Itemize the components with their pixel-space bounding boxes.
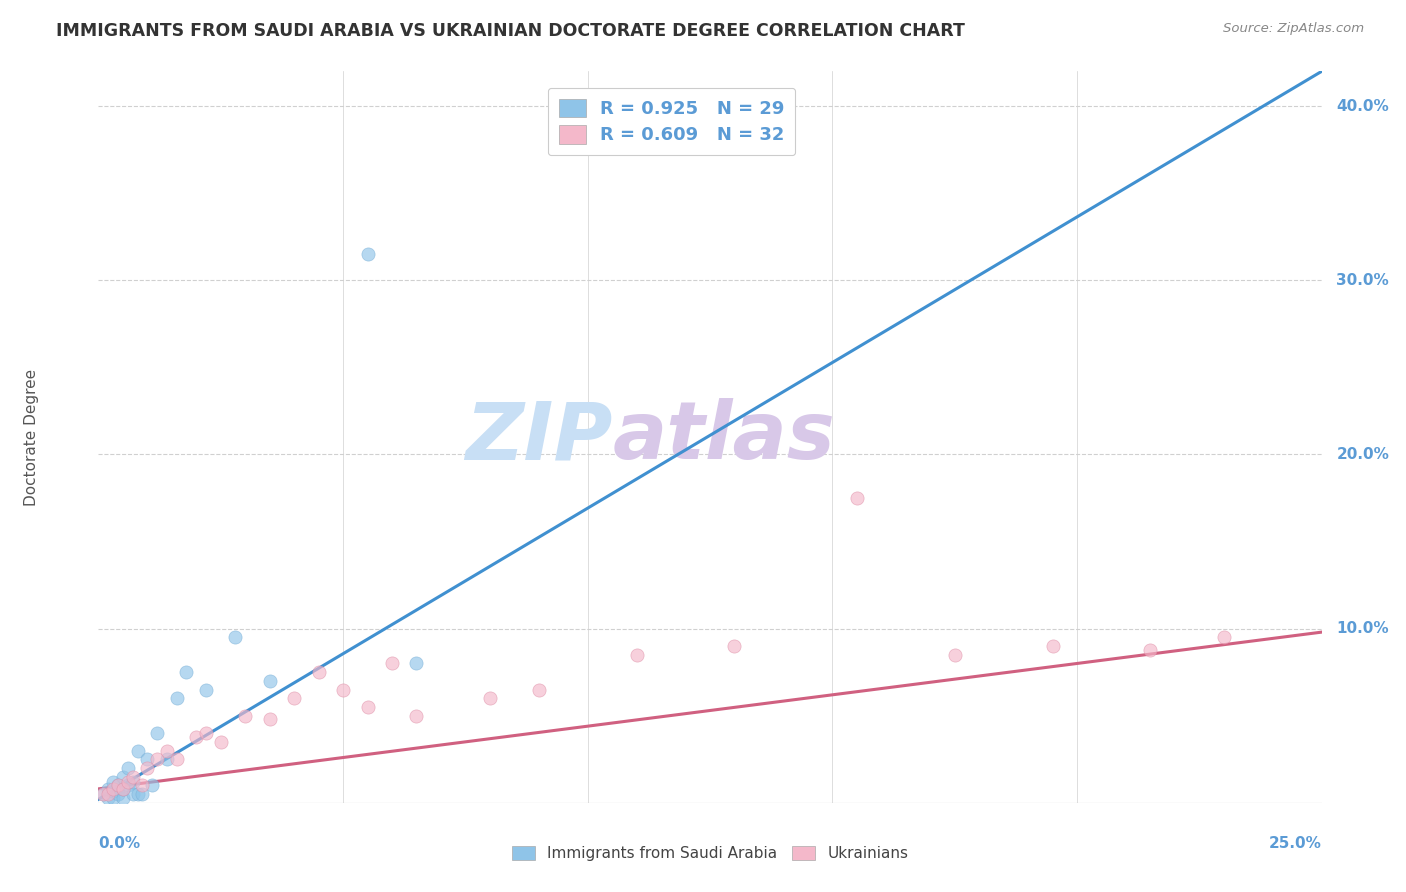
Point xyxy=(405,708,427,723)
Point xyxy=(117,775,139,789)
Point xyxy=(1212,631,1234,645)
Point xyxy=(156,743,179,757)
Point xyxy=(97,787,120,801)
Point xyxy=(146,752,169,766)
Point xyxy=(107,778,129,792)
Point xyxy=(527,682,550,697)
Point xyxy=(117,761,139,775)
Point xyxy=(107,787,129,801)
Point xyxy=(1139,642,1161,657)
Point xyxy=(166,691,188,706)
Point xyxy=(131,778,153,792)
Point xyxy=(91,787,114,801)
Point xyxy=(626,648,648,662)
Point xyxy=(308,665,330,680)
Point xyxy=(943,648,966,662)
Point xyxy=(136,752,159,766)
Point xyxy=(381,657,404,671)
Point xyxy=(127,743,149,757)
Point xyxy=(405,657,427,671)
Point xyxy=(111,770,134,784)
Text: 0.0%: 0.0% xyxy=(98,836,141,851)
Text: Doctorate Degree: Doctorate Degree xyxy=(24,368,38,506)
Text: Source: ZipAtlas.com: Source: ZipAtlas.com xyxy=(1223,22,1364,36)
Point xyxy=(117,778,139,792)
Text: 30.0%: 30.0% xyxy=(1336,273,1389,288)
Point xyxy=(101,790,124,805)
Point xyxy=(101,775,124,789)
Point xyxy=(283,691,305,706)
Point xyxy=(121,770,143,784)
Point xyxy=(121,775,143,789)
Point xyxy=(233,708,256,723)
Point xyxy=(107,778,129,792)
Point xyxy=(332,682,354,697)
Text: ZIP: ZIP xyxy=(465,398,612,476)
Point xyxy=(131,787,153,801)
Point xyxy=(146,726,169,740)
Point xyxy=(136,761,159,775)
Point xyxy=(186,730,208,744)
Point xyxy=(141,778,163,792)
Point xyxy=(111,781,134,796)
Point xyxy=(209,735,232,749)
Point xyxy=(127,787,149,801)
Point xyxy=(121,787,143,801)
Point xyxy=(195,682,218,697)
Point xyxy=(166,752,188,766)
Text: 10.0%: 10.0% xyxy=(1336,621,1389,636)
Point xyxy=(111,781,134,796)
Point xyxy=(156,752,179,766)
Point xyxy=(259,712,281,726)
Point xyxy=(195,726,218,740)
Text: 25.0%: 25.0% xyxy=(1268,836,1322,851)
Point xyxy=(91,787,114,801)
Point xyxy=(356,700,378,714)
Text: 20.0%: 20.0% xyxy=(1336,447,1389,462)
Text: 40.0%: 40.0% xyxy=(1336,99,1389,113)
Point xyxy=(111,790,134,805)
Point xyxy=(224,631,246,645)
Point xyxy=(723,639,745,653)
Point xyxy=(101,783,124,797)
Point xyxy=(101,781,124,796)
Text: atlas: atlas xyxy=(612,398,835,476)
Point xyxy=(845,491,868,505)
Text: IMMIGRANTS FROM SAUDI ARABIA VS UKRAINIAN DOCTORATE DEGREE CORRELATION CHART: IMMIGRANTS FROM SAUDI ARABIA VS UKRAINIA… xyxy=(56,22,965,40)
Legend: Immigrants from Saudi Arabia, Ukrainians: Immigrants from Saudi Arabia, Ukrainians xyxy=(512,846,908,861)
Point xyxy=(478,691,501,706)
Point xyxy=(356,247,378,261)
Point xyxy=(259,673,281,688)
Point xyxy=(1042,639,1064,653)
Point xyxy=(97,790,120,805)
Point xyxy=(176,665,198,680)
Point xyxy=(97,781,120,796)
